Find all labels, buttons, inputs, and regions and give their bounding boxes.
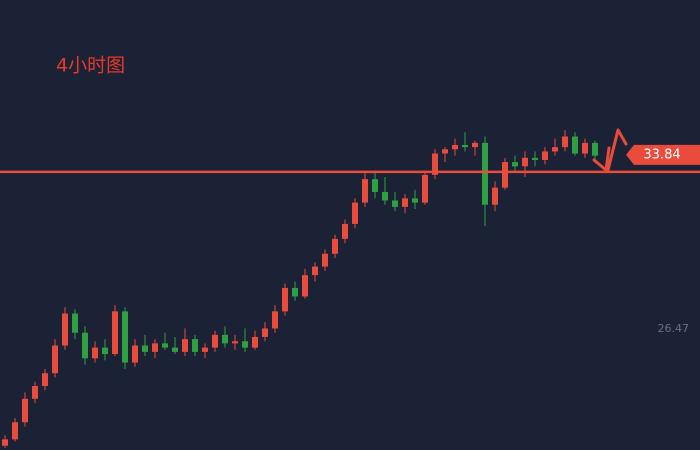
candle-body bbox=[92, 347, 98, 359]
candle-body bbox=[42, 373, 48, 387]
candle-body bbox=[422, 174, 428, 203]
candle-body bbox=[232, 341, 238, 344]
candle-body bbox=[302, 275, 308, 297]
candle-body bbox=[532, 157, 538, 160]
candle-body bbox=[512, 162, 518, 167]
candle-body bbox=[272, 311, 278, 329]
arrow-down bbox=[592, 146, 611, 172]
price-tag bbox=[626, 144, 700, 165]
candle-body bbox=[2, 439, 8, 446]
candle-body bbox=[472, 142, 478, 148]
candle-body bbox=[192, 339, 198, 352]
candle-body bbox=[552, 147, 558, 152]
arrow-annotation bbox=[592, 128, 628, 172]
candle-body bbox=[172, 347, 178, 352]
candle-body bbox=[522, 157, 528, 167]
candle-body bbox=[362, 179, 368, 203]
candle-body bbox=[182, 339, 188, 352]
candle-body bbox=[582, 142, 588, 154]
candle-body bbox=[142, 345, 148, 352]
candle-body bbox=[292, 287, 298, 297]
candle-body bbox=[242, 341, 248, 348]
candle-body bbox=[132, 345, 138, 363]
candle-body bbox=[542, 151, 548, 160]
candle-body bbox=[502, 162, 508, 188]
candle-body bbox=[22, 398, 28, 423]
candle-body bbox=[442, 149, 448, 154]
candle-body bbox=[332, 238, 338, 254]
y-tick-label: 26.47 bbox=[658, 322, 690, 335]
candle-body bbox=[62, 313, 68, 346]
candle-body bbox=[572, 136, 578, 154]
candle-body bbox=[432, 153, 438, 175]
candle-body bbox=[412, 198, 418, 203]
candle-body bbox=[402, 198, 408, 207]
candle-body bbox=[122, 311, 128, 363]
candle-body bbox=[82, 332, 88, 359]
arrow-up bbox=[606, 128, 628, 172]
price-tag-label: 33.84 bbox=[643, 147, 680, 162]
candle-body bbox=[52, 345, 58, 374]
candle-body bbox=[592, 142, 598, 156]
candle-body bbox=[12, 422, 18, 440]
candle-body bbox=[112, 311, 118, 355]
candle-body bbox=[562, 136, 568, 148]
candle-body bbox=[452, 145, 458, 150]
candle-body bbox=[382, 191, 388, 201]
candle-body bbox=[72, 313, 78, 333]
candle-body bbox=[152, 343, 158, 352]
candle-body bbox=[32, 386, 38, 399]
candle-body bbox=[312, 266, 318, 276]
candle-body bbox=[202, 347, 208, 352]
candle-body bbox=[482, 142, 488, 205]
candle-body bbox=[352, 202, 358, 224]
candle-body bbox=[492, 187, 498, 205]
candle-body bbox=[372, 179, 378, 192]
candle-body bbox=[322, 253, 328, 267]
chart-title: 4小时图 bbox=[56, 55, 125, 77]
candle-body bbox=[252, 336, 258, 348]
candle-body bbox=[282, 287, 288, 312]
candle-body bbox=[262, 328, 268, 337]
candle-body bbox=[462, 145, 468, 148]
candle-body bbox=[222, 334, 228, 344]
candle-body bbox=[212, 334, 218, 348]
candle-body bbox=[162, 343, 168, 348]
candle-body bbox=[342, 223, 348, 239]
candle-body bbox=[392, 200, 398, 207]
candle-body bbox=[102, 347, 108, 355]
